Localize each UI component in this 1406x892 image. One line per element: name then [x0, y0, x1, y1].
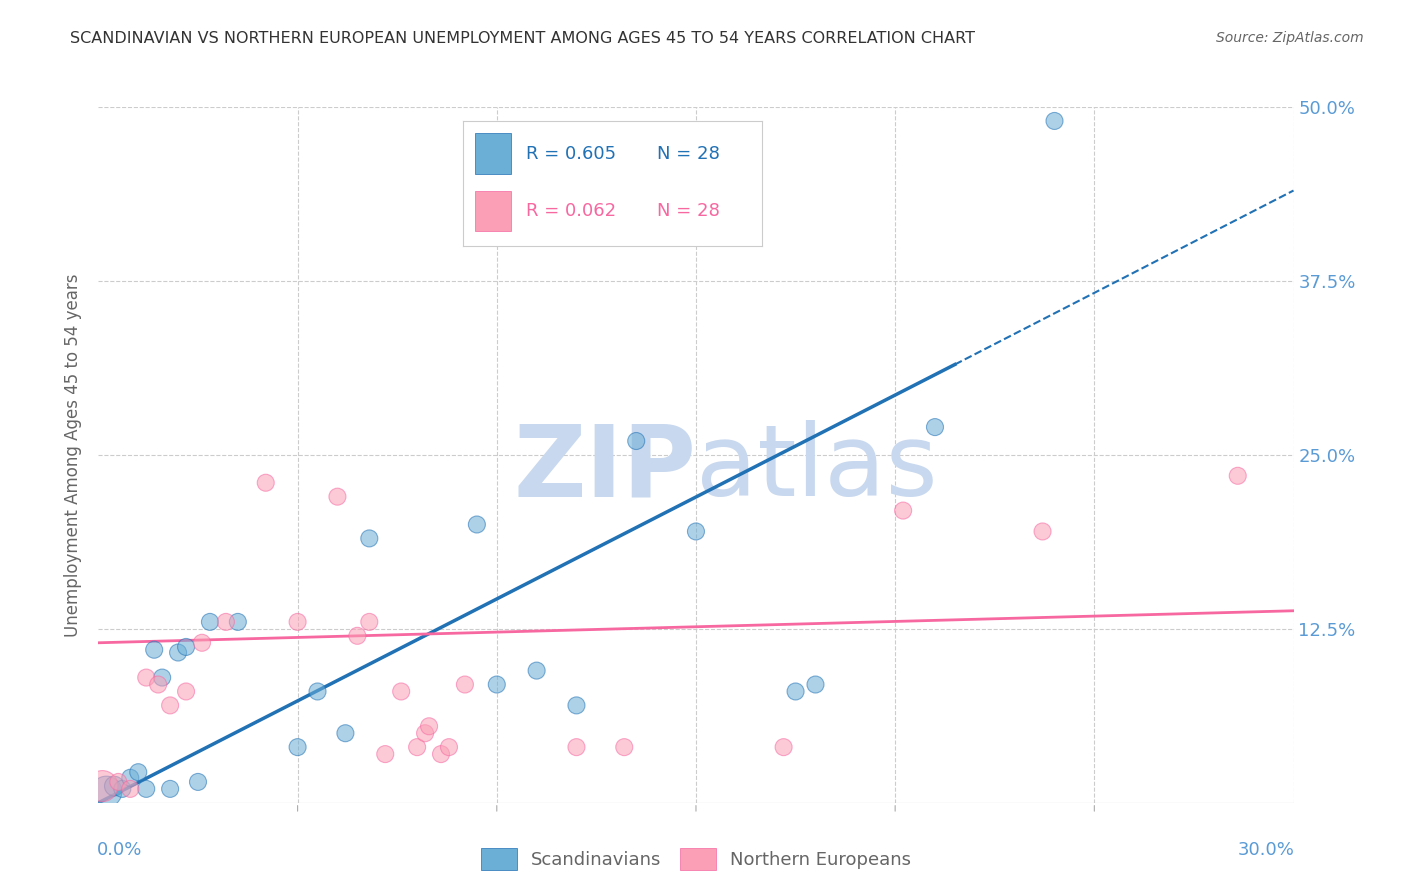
Point: [96, 785, 118, 799]
Point: [406, 740, 429, 755]
Point: [226, 615, 249, 629]
Point: [254, 475, 277, 490]
Point: [565, 698, 588, 713]
Point: [785, 684, 807, 698]
Point: [1043, 114, 1066, 128]
Point: [437, 740, 460, 755]
Point: [103, 779, 125, 793]
Point: [174, 684, 197, 698]
Point: [335, 726, 357, 740]
Point: [526, 664, 548, 678]
Point: [198, 615, 221, 629]
Point: [430, 747, 453, 761]
Point: [359, 532, 381, 546]
Point: [191, 636, 214, 650]
Point: [1032, 524, 1054, 539]
Point: [307, 684, 329, 698]
Point: [326, 490, 349, 504]
Point: [287, 615, 309, 629]
Y-axis label: Unemployment Among Ages 45 to 54 years: Unemployment Among Ages 45 to 54 years: [65, 273, 83, 637]
Point: [485, 677, 508, 691]
Point: [613, 740, 636, 755]
Point: [159, 781, 181, 796]
Text: ZIP: ZIP: [513, 420, 696, 517]
Point: [772, 740, 794, 755]
Point: [111, 781, 134, 796]
Point: [135, 781, 157, 796]
Point: [91, 779, 114, 793]
Text: atlas: atlas: [696, 420, 938, 517]
Point: [127, 765, 149, 780]
Point: [174, 640, 197, 654]
Point: [107, 775, 129, 789]
Point: [143, 642, 166, 657]
Point: [413, 726, 436, 740]
Point: [359, 615, 381, 629]
Point: [287, 740, 309, 755]
Text: 30.0%: 30.0%: [1237, 841, 1295, 859]
Point: [374, 747, 396, 761]
Point: [454, 677, 477, 691]
Point: [465, 517, 488, 532]
Point: [685, 524, 707, 539]
Point: [924, 420, 946, 434]
Point: [135, 671, 157, 685]
Point: [346, 629, 368, 643]
Point: [120, 771, 142, 785]
Text: Source: ZipAtlas.com: Source: ZipAtlas.com: [1216, 31, 1364, 45]
Point: [187, 775, 209, 789]
Point: [626, 434, 648, 448]
Point: [565, 740, 588, 755]
Point: [215, 615, 238, 629]
Legend: Scandinavians, Northern Europeans: Scandinavians, Northern Europeans: [474, 841, 918, 877]
Point: [120, 781, 142, 796]
Point: [150, 671, 173, 685]
Point: [148, 677, 170, 691]
Point: [418, 719, 440, 733]
Point: [167, 646, 190, 660]
Text: 0.0%: 0.0%: [97, 841, 142, 859]
Point: [891, 503, 914, 517]
Point: [389, 684, 412, 698]
Text: SCANDINAVIAN VS NORTHERN EUROPEAN UNEMPLOYMENT AMONG AGES 45 TO 54 YEARS CORRELA: SCANDINAVIAN VS NORTHERN EUROPEAN UNEMPL…: [70, 31, 976, 46]
Point: [804, 677, 827, 691]
Point: [1226, 468, 1249, 483]
Point: [159, 698, 181, 713]
